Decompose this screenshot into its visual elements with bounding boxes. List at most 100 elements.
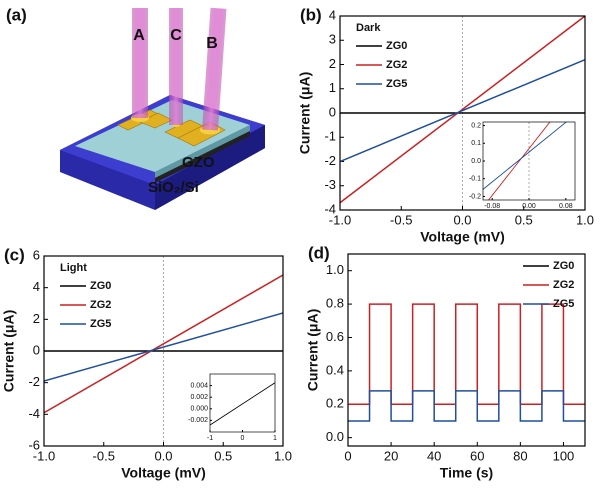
y-tick-label: 0.0 [471, 158, 481, 165]
y-tick-label: 1.0 [326, 262, 344, 277]
y-tick-label: 0 [329, 104, 336, 119]
y-tick-label: 6 [33, 247, 40, 262]
y-tick-label: 3 [329, 32, 336, 47]
x-tick-label: -1.0 [33, 448, 55, 463]
x-tick-label: 0.0 [154, 448, 172, 463]
panel-label: (d) [308, 243, 330, 262]
x-tick-label: 1 [273, 435, 277, 442]
gzo-edge [155, 125, 250, 178]
y-tick-label: -3 [324, 177, 336, 192]
probe-beam [132, 8, 148, 118]
x-tick-label: 20 [384, 448, 398, 463]
y-tick-label: 2 [329, 56, 336, 71]
series-line [44, 312, 283, 382]
x-tick-label: 0.5 [515, 212, 533, 227]
x-tick-label: 0.5 [214, 448, 232, 463]
plot-frame [209, 373, 276, 433]
annotation: Dark [356, 22, 381, 34]
series-group [210, 382, 275, 426]
probe-label: B [206, 35, 218, 52]
probe-beam [169, 8, 183, 125]
y-tick-label: -4 [324, 201, 336, 216]
plot-area [483, 122, 575, 200]
y-tick-label: 0.8 [326, 296, 344, 311]
x-tick-label: 100 [553, 448, 575, 463]
x-tick-label: -1 [207, 435, 213, 442]
plot-frame [482, 121, 576, 201]
y-tick-label: -0.1 [469, 176, 481, 183]
y-axis-title: Current (μA) [297, 72, 313, 154]
series-line [348, 390, 585, 422]
probe-label: C [170, 27, 182, 44]
legend-label: ZG0 [90, 280, 111, 292]
panel-label: (a) [6, 5, 27, 24]
x-tick-label: -1.0 [329, 212, 351, 227]
legend-label: ZG2 [553, 279, 574, 291]
series-group [44, 274, 283, 414]
plot-area [348, 254, 585, 446]
substrate-side [155, 125, 265, 210]
x-axis-title: Voltage (mV) [420, 229, 505, 245]
legend-label: ZG5 [90, 318, 111, 330]
y-tick-label: 0.2 [326, 396, 344, 411]
x-tick-label: 1.0 [274, 448, 292, 463]
x-axis-title: Voltage (mV) [121, 465, 206, 481]
x-tick-label: 40 [427, 448, 441, 463]
legend-label: ZG2 [90, 299, 111, 311]
probe-label: A [133, 27, 145, 44]
legend-label: ZG0 [553, 260, 574, 272]
legend-label: ZG2 [386, 59, 407, 71]
y-tick-label: -0.2 [469, 193, 481, 200]
x-tick-label: 0.08 [559, 203, 573, 210]
y-tick-label: 0.1 [471, 140, 481, 147]
y-tick-label: 2 [33, 311, 40, 326]
series-group [348, 303, 585, 422]
panel-label: (c) [4, 245, 25, 264]
x-tick-label: 0.0 [453, 212, 471, 227]
series-line [340, 58, 585, 163]
y-tick-label: -0.002 [188, 417, 208, 424]
y-tick-label: 0.002 [190, 394, 208, 401]
plot-frame [43, 255, 284, 447]
annotation: Light [60, 262, 87, 274]
y-tick-label: 1 [329, 80, 336, 95]
series-line [488, 122, 551, 200]
y-tick-label: 0 [33, 342, 40, 357]
legend-label: ZG5 [386, 78, 407, 90]
series-line [210, 382, 275, 426]
x-tick-label: 1.0 [576, 212, 594, 227]
series-line [483, 122, 567, 190]
series-group [340, 16, 585, 204]
layer-label: GZO [182, 154, 215, 171]
x-tick-label: -0.5 [390, 212, 412, 227]
x-tick-label: 80 [513, 448, 527, 463]
x-tick-label: 60 [470, 448, 484, 463]
y-tick-label: -2 [324, 153, 336, 168]
x-axis-title: Time (s) [440, 465, 493, 481]
plot-frame [347, 253, 586, 447]
oxide-edge [155, 131, 250, 183]
legend-label: ZG5 [553, 298, 574, 310]
y-axis-title: Current (μA) [305, 309, 321, 391]
y-tick-label: 0.0 [326, 429, 344, 444]
series-line [44, 274, 283, 414]
x-tick-label: -0.5 [93, 448, 115, 463]
substrate-label: SiO₂/Si [148, 179, 199, 196]
x-tick-label: 0 [344, 448, 351, 463]
y-tick-label: -1 [324, 129, 336, 144]
series-line [348, 303, 585, 406]
panel-label: (b) [300, 5, 322, 24]
probe-beam [202, 7, 227, 131]
x-tick-label: -0.08 [484, 203, 500, 210]
y-tick-label: -2 [28, 374, 40, 389]
y-tick-label: 0.4 [326, 362, 344, 377]
y-tick-label: 4 [33, 279, 40, 294]
plot-frame [339, 15, 586, 211]
legend-label: ZG0 [386, 40, 407, 52]
y-tick-label: 0.004 [190, 382, 208, 389]
device-illustration: (a) A C B GZO SiO₂/Si [6, 5, 265, 210]
y-tick-label: 0.000 [190, 406, 208, 413]
y-tick-label: 0.2 [471, 122, 481, 129]
y-tick-label: -6 [28, 437, 40, 452]
